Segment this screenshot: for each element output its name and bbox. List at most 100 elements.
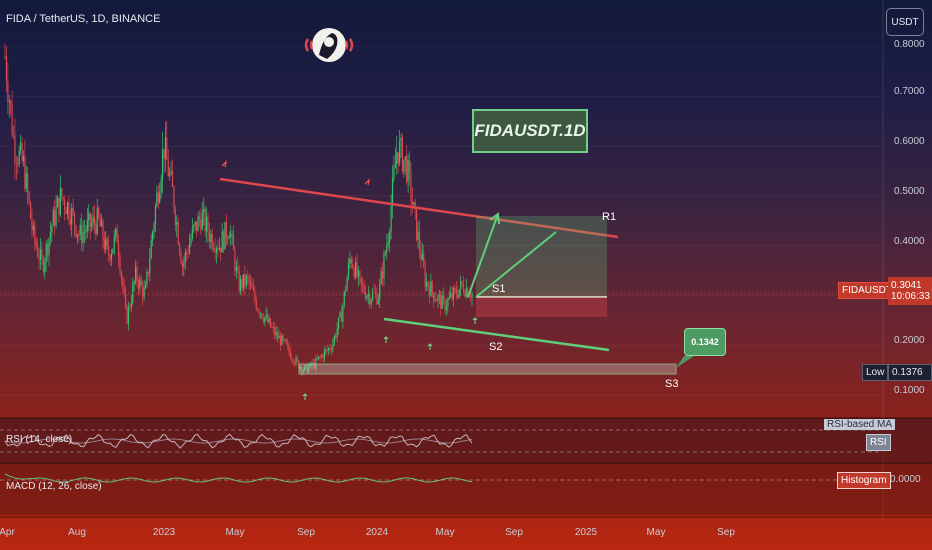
- candle-body: [383, 253, 385, 279]
- candle-body: [187, 252, 189, 254]
- candle-body: [441, 295, 443, 309]
- price-grid: [0, 292, 932, 518]
- arrow-head-icon: [489, 212, 500, 225]
- candle-body: [193, 225, 195, 228]
- histogram-tag: Histogram: [837, 472, 891, 489]
- candle-body: [323, 350, 325, 359]
- candle-body: [24, 156, 26, 189]
- candle-body: [397, 152, 399, 164]
- rsi-ma-tag: RSI-based MA: [824, 419, 896, 430]
- candle-body: [454, 287, 456, 289]
- candle-body: [407, 160, 409, 182]
- candle-body: [286, 343, 289, 345]
- candle-body: [391, 178, 394, 207]
- candle-body: [225, 221, 228, 239]
- time-axis-label: Sep: [717, 527, 735, 538]
- candle-body: [200, 219, 202, 230]
- candle-body: [302, 370, 304, 373]
- level-label-s1: S1: [492, 283, 506, 295]
- candle-body: [227, 238, 229, 240]
- candle-body: [435, 300, 438, 302]
- candle-body: [102, 220, 104, 241]
- candle-body: [217, 248, 219, 250]
- candle-body: [469, 296, 472, 298]
- candle-body: [176, 222, 178, 225]
- candle-body: [353, 267, 355, 278]
- candle-body: [306, 364, 308, 373]
- candle-body: [210, 233, 212, 242]
- candle-body: [230, 233, 232, 238]
- candle-body: [156, 192, 158, 207]
- currency-button[interactable]: USDT: [886, 8, 924, 36]
- candle-body: [296, 357, 299, 361]
- rsi-value-tag: RSI: [866, 434, 891, 451]
- candle-body: [190, 238, 192, 244]
- candle-body: [51, 226, 53, 233]
- candle-body: [291, 357, 293, 360]
- candle-body: [198, 216, 201, 220]
- candle-body: [86, 220, 88, 232]
- candle-body: [320, 355, 323, 357]
- candle-body: [339, 312, 341, 318]
- candle-body: [315, 358, 317, 368]
- macd-pane-label[interactable]: MACD (12, 26, close): [6, 481, 102, 492]
- candle-body: [425, 281, 428, 287]
- signal-marker-icon: [364, 178, 370, 186]
- candle-body: [20, 142, 22, 151]
- candle-body: [399, 141, 401, 164]
- time-axis-label: Sep: [297, 527, 315, 538]
- last-price-value: 0.3041: [891, 280, 922, 291]
- chart-title-box[interactable]: FIDAUSDT.1D: [472, 109, 588, 153]
- candle-body: [387, 241, 389, 245]
- candle-body: [372, 292, 374, 300]
- candle-body: [115, 228, 117, 236]
- time-axis-label: Sep: [505, 527, 523, 538]
- candle-body: [265, 314, 267, 318]
- candle-body: [167, 159, 169, 177]
- candle-body: [424, 266, 426, 287]
- candle-body: [330, 349, 333, 351]
- candle-body: [410, 171, 412, 202]
- candle-body: [205, 216, 208, 232]
- candle-body: [39, 249, 42, 261]
- candle-body: [242, 274, 245, 289]
- candle-body: [123, 287, 125, 294]
- candle-body: [18, 150, 20, 165]
- candle-body: [252, 288, 255, 291]
- target-callout[interactable]: 0.1342: [684, 328, 726, 356]
- candle-body: [377, 299, 379, 304]
- candle-body: [393, 168, 395, 179]
- candle-body: [93, 216, 96, 225]
- candle-body: [258, 310, 260, 314]
- symbol-title[interactable]: FIDA / TetherUS, 1D, BINANCE: [6, 13, 161, 25]
- rsi-pane-label[interactable]: RSI (14, close): [6, 434, 73, 445]
- candle-body: [406, 156, 408, 182]
- candle-body: [458, 289, 460, 298]
- candle-body: [430, 281, 432, 297]
- bar-countdown: 10:06:33: [891, 291, 930, 302]
- candle-body: [444, 299, 446, 311]
- candle-body: [220, 247, 222, 253]
- candle-body: [139, 279, 141, 289]
- rsi-ma-line: [4, 438, 473, 444]
- support-zone-s3: [298, 363, 677, 375]
- candle-body: [322, 355, 324, 359]
- candle-body: [292, 359, 294, 364]
- candle-body: [213, 247, 215, 250]
- candle-body: [335, 335, 337, 338]
- signal-marker-icon: [383, 336, 389, 343]
- stop-zone: [476, 297, 607, 317]
- candle-body: [42, 258, 44, 272]
- candle-body: [103, 240, 105, 250]
- candle-body: [207, 216, 209, 233]
- candle-body: [61, 188, 63, 198]
- candle-body: [418, 231, 421, 250]
- candle-body: [313, 362, 316, 368]
- candle-body: [90, 222, 93, 227]
- candle-body: [451, 293, 453, 299]
- candle-body: [54, 210, 56, 226]
- candle-body: [345, 290, 347, 292]
- candle-body: [400, 137, 402, 142]
- candle-body: [428, 287, 431, 297]
